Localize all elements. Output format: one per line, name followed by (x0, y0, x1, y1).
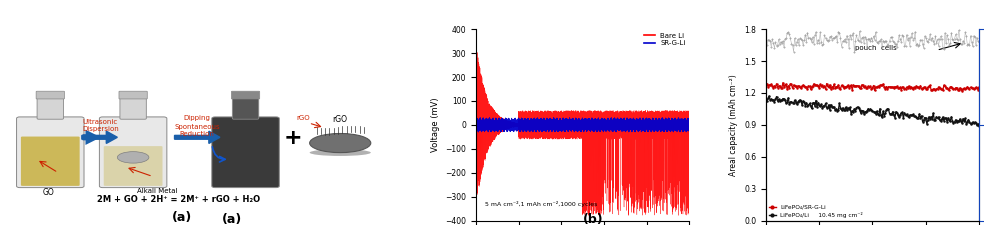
LiFePO₄/SR-G-Li (777, 81, 789, 84)
FancyBboxPatch shape (232, 98, 259, 119)
FancyBboxPatch shape (17, 117, 84, 188)
Text: (a): (a) (222, 213, 242, 225)
Text: 5 mA cm⁻²,1 mAh cm⁻²,1000 cycles: 5 mA cm⁻²,1 mAh cm⁻²,1000 cycles (484, 201, 597, 207)
Text: (a): (a) (172, 211, 193, 224)
Polygon shape (82, 131, 117, 143)
FancyBboxPatch shape (99, 117, 167, 188)
FancyBboxPatch shape (120, 98, 147, 119)
LiFePO₄/Li     10.45 mg cm⁻² (774, 99, 786, 102)
Legend: LiFePO₄/SR-G-Li, LiFePO₄/Li     10.45 mg cm⁻²: LiFePO₄/SR-G-Li, LiFePO₄/Li 10.45 mg cm⁻… (769, 205, 863, 218)
FancyBboxPatch shape (119, 91, 148, 99)
Line: LiFePO₄/SR-G-Li: LiFePO₄/SR-G-Li (766, 81, 980, 92)
Text: rGO: rGO (333, 115, 347, 124)
Text: pouch  cells: pouch cells (855, 45, 897, 51)
Text: 2M + GO + 2H⁺ = 2M⁺ + rGO + H₂O: 2M + GO + 2H⁺ = 2M⁺ + rGO + H₂O (96, 195, 260, 204)
LiFePO₄/Li     10.45 mg cm⁻² (802, 104, 814, 107)
Text: Alkali Metal: Alkali Metal (137, 188, 177, 194)
Text: Dipping: Dipping (184, 115, 211, 121)
LiFePO₄/SR-G-Li (769, 85, 781, 88)
FancyBboxPatch shape (212, 117, 279, 188)
FancyBboxPatch shape (231, 91, 260, 99)
Text: Reduction: Reduction (180, 131, 215, 137)
LiFePO₄/Li     10.45 mg cm⁻² (963, 121, 975, 124)
FancyBboxPatch shape (21, 137, 80, 186)
Text: (b): (b) (584, 213, 603, 225)
Text: +: + (283, 128, 302, 148)
LiFePO₄/SR-G-Li (973, 86, 984, 88)
FancyBboxPatch shape (37, 98, 64, 119)
Text: Ultrasonic: Ultrasonic (83, 119, 118, 125)
Text: Dispersion: Dispersion (82, 126, 119, 132)
LiFePO₄/SR-G-Li (819, 85, 830, 87)
FancyBboxPatch shape (103, 146, 162, 186)
Text: rGO: rGO (296, 115, 310, 121)
Ellipse shape (117, 152, 149, 163)
Text: GO: GO (42, 188, 54, 197)
Ellipse shape (310, 149, 371, 156)
LiFePO₄/SR-G-Li (964, 86, 976, 89)
LiFePO₄/SR-G-Li (761, 83, 772, 85)
LiFePO₄/SR-G-Li (956, 90, 968, 92)
Ellipse shape (310, 133, 371, 153)
Y-axis label: Areal capacity (mAh cm⁻²): Areal capacity (mAh cm⁻²) (729, 74, 738, 176)
Y-axis label: Voltage (mV): Voltage (mV) (431, 98, 440, 152)
Legend: Bare Li, SR-G-Li: Bare Li, SR-G-Li (645, 33, 686, 46)
LiFePO₄/Li     10.45 mg cm⁻² (770, 95, 782, 98)
LiFePO₄/Li     10.45 mg cm⁻² (973, 125, 984, 128)
LiFePO₄/Li     10.45 mg cm⁻² (764, 95, 775, 97)
LiFePO₄/Li     10.45 mg cm⁻² (956, 122, 968, 124)
Line: LiFePO₄/Li     10.45 mg cm⁻²: LiFePO₄/Li 10.45 mg cm⁻² (766, 95, 980, 128)
LiFePO₄/SR-G-Li (957, 87, 969, 90)
LiFePO₄/SR-G-Li (773, 85, 785, 88)
LiFePO₄/Li     10.45 mg cm⁻² (819, 105, 830, 108)
LiFePO₄/SR-G-Li (802, 88, 814, 90)
Text: Spontaneous: Spontaneous (174, 124, 219, 130)
Polygon shape (174, 131, 219, 143)
FancyBboxPatch shape (36, 91, 64, 99)
LiFePO₄/Li     10.45 mg cm⁻² (761, 100, 772, 102)
